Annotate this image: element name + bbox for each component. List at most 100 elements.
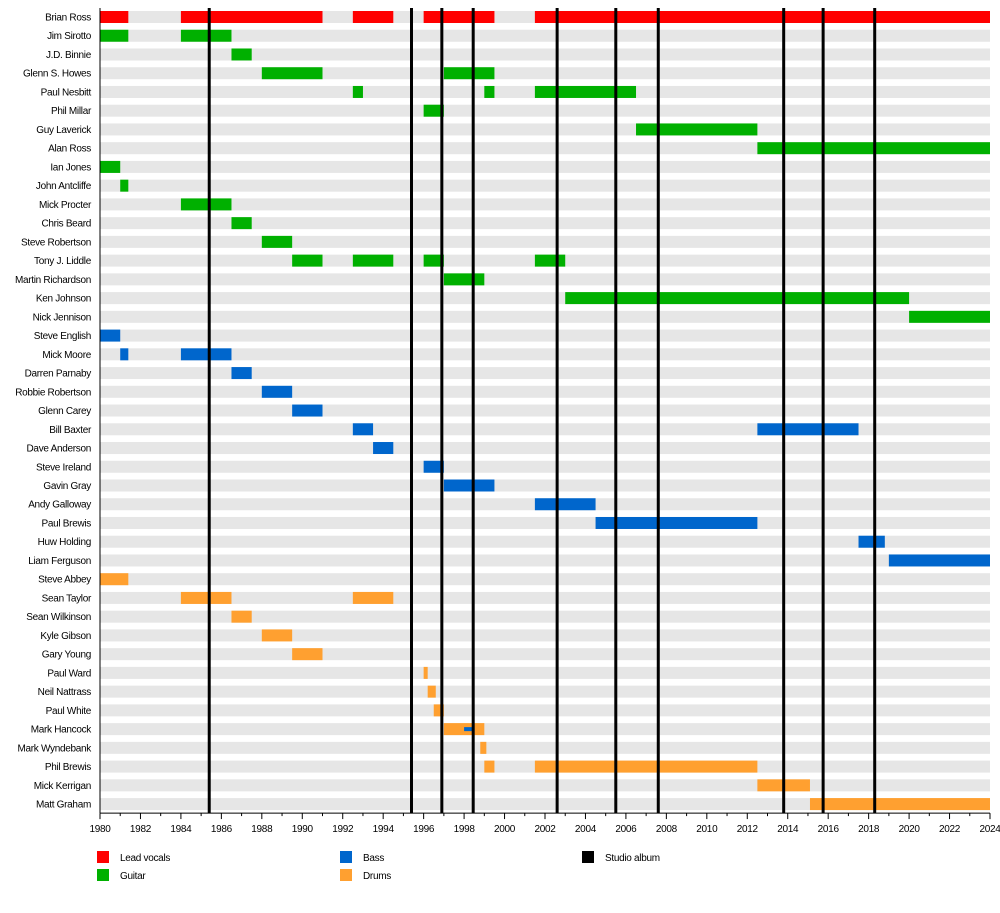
legend-swatch-drums [340, 869, 352, 881]
bar-bass [120, 348, 129, 361]
bar-drums [484, 760, 495, 773]
bar-guitar [120, 179, 129, 192]
row-stripe [100, 535, 990, 548]
row-stripe [100, 67, 990, 80]
row-stripe [100, 198, 990, 211]
member-label: Steve Ireland [36, 462, 91, 473]
row-stripe [100, 348, 990, 361]
member-label: Mark Wyndebank [17, 743, 92, 754]
x-tick-label: 1998 [454, 824, 476, 835]
bar-vocals [423, 11, 495, 23]
bar-guitar [100, 160, 121, 173]
bar-drums [180, 591, 232, 604]
bar-bass [292, 404, 323, 417]
member-label: Steve Abbey [38, 575, 91, 586]
x-tick-label: 1982 [130, 824, 152, 835]
bar-bass [180, 348, 232, 361]
row-stripe [100, 798, 990, 811]
member-label: Bill Baxter [49, 425, 92, 436]
member-label: Jim Sirotto [47, 31, 92, 42]
bar-bass [231, 367, 252, 380]
bar-bass [858, 535, 885, 548]
row-stripe [100, 723, 990, 736]
bar-guitar [231, 48, 252, 61]
bar-vocals [180, 11, 323, 23]
bar-drums [534, 760, 758, 773]
member-label: Darren Parnaby [25, 369, 92, 380]
member-label: Paul Ward [47, 668, 91, 679]
row-stripe [100, 160, 990, 173]
member-label: Martin Richardson [15, 275, 91, 286]
bar-guitar [534, 254, 566, 267]
legend-label-bass: Bass [363, 853, 384, 864]
x-tick-label: 2008 [656, 824, 678, 835]
row-stripe [100, 235, 990, 248]
bar-bass [757, 423, 859, 436]
x-tick-label: 2002 [534, 824, 556, 835]
x-tick-label: 2018 [858, 824, 880, 835]
x-tick-label: 2010 [696, 824, 718, 835]
bar-guitar [423, 254, 444, 267]
bar-drums [427, 685, 436, 698]
bar-guitar [352, 254, 394, 267]
x-tick-label: 1996 [413, 824, 435, 835]
bar-drums [261, 629, 293, 642]
member-label: J.D. Binnie [46, 50, 92, 61]
x-tick-label: 2024 [979, 824, 1000, 835]
bar-drums [100, 573, 129, 586]
row-stripe [100, 385, 990, 398]
member-label: Phil Brewis [45, 762, 91, 773]
row-stripe [100, 367, 990, 380]
row-stripe [100, 179, 990, 192]
x-tick-label: 2012 [737, 824, 759, 835]
member-label: Glenn S. Howes [23, 69, 91, 80]
member-label: Alan Ross [48, 144, 91, 155]
bar-bass [595, 516, 758, 529]
bar-vocals [534, 11, 990, 23]
bar-drums [292, 648, 323, 661]
row-stripe [100, 704, 990, 717]
legend-swatch-vocals [97, 851, 109, 863]
member-label: Paul Brewis [42, 518, 92, 529]
row-stripe [100, 666, 990, 679]
member-label: Steve Robertson [21, 237, 91, 248]
bar-bass [888, 554, 990, 567]
row-stripe [100, 479, 990, 492]
row-stripe [100, 29, 990, 42]
row-stripe [100, 779, 990, 792]
member-label: Glenn Carey [38, 406, 91, 417]
x-tick-label: 2004 [575, 824, 597, 835]
bar-drums [352, 591, 394, 604]
member-label: Paul Nesbitt [41, 87, 92, 98]
bar-guitar [100, 29, 129, 42]
member-label: Mick Kerrigan [34, 781, 91, 792]
legend-label-vocals: Lead vocals [120, 853, 170, 864]
bar-guitar [231, 217, 252, 230]
member-label: Sean Taylor [42, 593, 92, 604]
member-label: Kyle Gibson [40, 631, 91, 642]
bar-guitar [443, 67, 495, 80]
member-label: Tony J. Liddle [34, 256, 92, 267]
bar-bass [100, 329, 121, 342]
row-stripe [100, 741, 990, 754]
row-stripe [100, 104, 990, 117]
bar-guitar [443, 273, 485, 286]
legend-swatch-album [582, 851, 594, 863]
legend-swatch-guitar [97, 869, 109, 881]
bar-bass [373, 442, 394, 455]
bar-bass [464, 727, 475, 732]
bar-drums [480, 741, 487, 754]
member-label: Matt Graham [36, 800, 91, 811]
member-label: Gary Young [42, 650, 91, 661]
row-stripe [100, 329, 990, 342]
x-tick-label: 1988 [251, 824, 273, 835]
row-stripe [100, 273, 990, 286]
row-stripe [100, 460, 990, 473]
x-tick-label: 2014 [777, 824, 799, 835]
row-stripe [100, 591, 990, 604]
row-stripe [100, 573, 990, 586]
bar-guitar [261, 235, 293, 248]
x-tick-label: 2016 [818, 824, 840, 835]
row-stripe [100, 516, 990, 529]
